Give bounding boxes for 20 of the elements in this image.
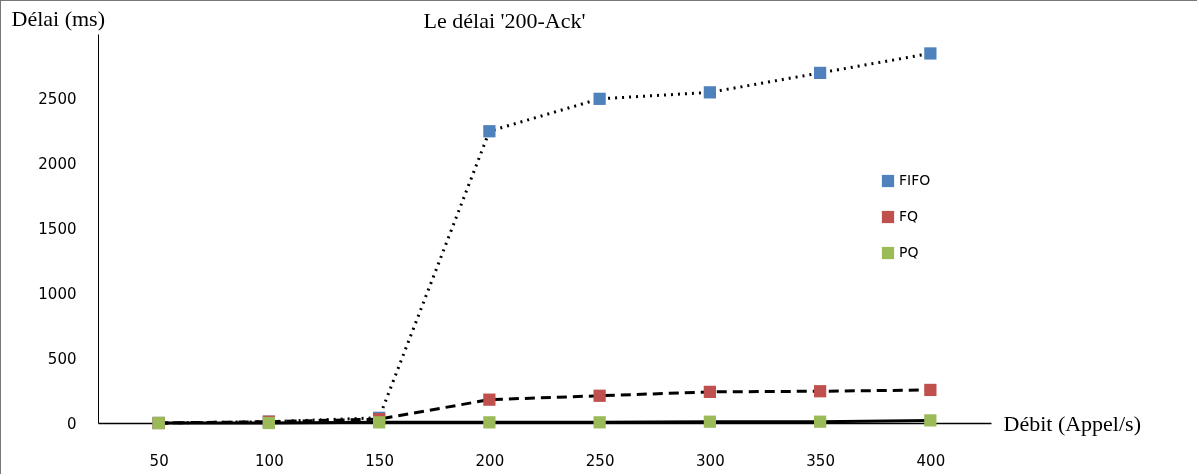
y-tick-label: 1000	[38, 284, 77, 303]
y-tick-label: 0	[66, 414, 77, 433]
x-tick-label: 350	[806, 451, 835, 470]
y-tick-label: 2500	[38, 90, 77, 109]
legend-label: FQ	[899, 208, 919, 224]
x-tick-label: 150	[365, 451, 394, 470]
y-tick-label: 500	[47, 349, 77, 368]
x-tick-label: 200	[475, 451, 505, 470]
y-tick-label: 2000	[38, 155, 77, 174]
x-tick-label: 100	[255, 451, 284, 470]
legend-label: FIFO	[899, 172, 931, 188]
x-tick-label: 250	[585, 451, 615, 470]
legend-label: PQ	[899, 244, 919, 260]
y-axis-title: Délai (ms)	[11, 5, 105, 31]
x-tick-label: 50	[149, 451, 169, 470]
chart-title: Le délai '200-Ack'	[423, 8, 586, 33]
x-tick-label: 300	[696, 451, 725, 470]
x-axis-title: Débit (Appel/s)	[1003, 410, 1141, 436]
y-tick-label: 1500	[38, 220, 77, 238]
x-tick-label: 400	[916, 451, 946, 470]
